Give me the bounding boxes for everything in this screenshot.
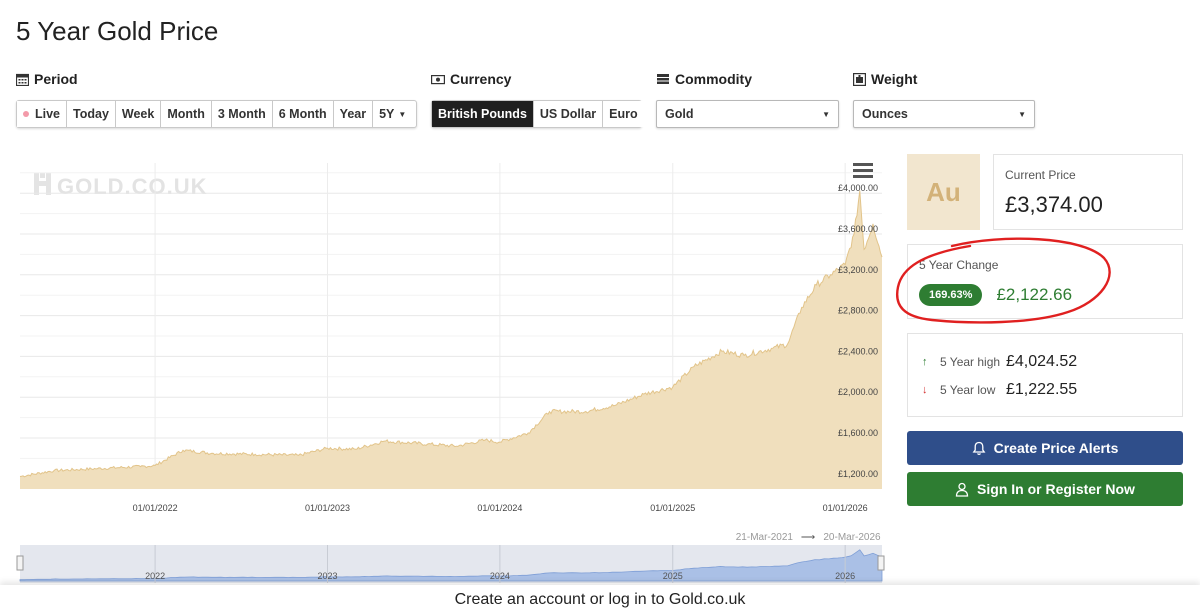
gold-logo-icon [34, 173, 51, 195]
create-price-alerts-button[interactable]: Create Price Alerts [907, 431, 1183, 465]
price-chart[interactable]: GOLD.CO.UK £1,200.00 £1,600.00 £2,000.00 £2… [16, 153, 892, 585]
range-end-label: 20-Mar-2026 [823, 532, 881, 543]
change-label: 5 Year Change [919, 258, 999, 272]
page-title: 5 Year Gold Price [16, 16, 219, 46]
range-navigator[interactable]: 2022 2023 2024 2025 2026 [16, 545, 885, 583]
weight-label: Weight [853, 71, 917, 87]
change-percent-badge: 169.63% [919, 284, 983, 306]
arrow-up-icon: ↑ [922, 356, 928, 368]
live-dot-icon [23, 111, 29, 117]
x-tick-label: 01/01/2025 [650, 503, 695, 513]
low-label: 5 Year low [940, 383, 996, 397]
navigator-left-handle[interactable] [16, 555, 24, 571]
caret-down-icon: ▼ [398, 109, 407, 119]
period-label: Period [16, 71, 78, 87]
high-value: £4,024.52 [1006, 353, 1078, 370]
y-tick-label: £4,000.00 [838, 183, 878, 193]
scale-icon [853, 72, 866, 86]
period-today-button[interactable]: Today [67, 101, 116, 127]
period-3month-button[interactable]: 3 Month [211, 101, 273, 127]
period-6month-button[interactable]: 6 Month [272, 101, 334, 127]
sign-in-register-button[interactable]: Sign In or Register Now [907, 472, 1183, 506]
currency-label: Currency [431, 71, 511, 87]
caret-down-icon: ▼ [1018, 109, 1026, 119]
low-value: £1,222.55 [1006, 381, 1078, 398]
navigator-series [19, 549, 883, 582]
y-axis-labels: £1,200.00 £1,600.00 £2,000.00 £2,400.00 £2,8… [838, 183, 878, 479]
current-price-value: £3,374.00 [1005, 192, 1103, 217]
navigator-year-label: 2024 [490, 571, 510, 581]
user-icon [955, 482, 969, 497]
high-low-card: ↑ 5 Year high £4,024.52 ↓ 5 Year low £1,… [907, 333, 1183, 417]
navigator-year-labels: 2022 2023 2024 2025 2026 [145, 545, 855, 583]
x-tick-label: 01/01/2024 [477, 503, 522, 513]
highlight-circle-annotation [895, 237, 1111, 324]
y-tick-label: £1,600.00 [838, 428, 878, 438]
price-chart-svg: GOLD.CO.UK £1,200.00 £1,600.00 £2,000.00 £2… [16, 163, 885, 583]
five-year-change-card: 5 Year Change 169.63% £2,122.66 [907, 244, 1183, 319]
calendar-icon [16, 73, 29, 86]
banknote-icon [431, 74, 445, 84]
chart-menu-icon[interactable] [853, 163, 873, 178]
y-tick-label: £1,200.00 [838, 469, 878, 479]
price-area [20, 190, 882, 489]
period-5y-dropdown[interactable]: 5Y ▼ [373, 101, 413, 127]
high-label: 5 Year high [940, 355, 1001, 369]
gold-co-uk-watermark: GOLD.CO.UK [34, 173, 208, 199]
weight-select[interactable]: Ounces ▼ [853, 100, 1035, 128]
period-button-group: Live Today Week Month 3 Month 6 Month Ye… [16, 100, 417, 128]
period-live-button[interactable]: Live [17, 101, 68, 127]
currency-gbp-button[interactable]: British Pounds [432, 101, 534, 127]
navigator-right-handle[interactable] [877, 555, 885, 571]
price-line [19, 190, 883, 478]
y-tick-label: £2,000.00 [838, 387, 878, 397]
bell-icon [972, 441, 986, 455]
range-start-label: 21-Mar-2021 [736, 532, 794, 543]
y-tick-label: £3,600.00 [838, 224, 878, 234]
currency-usd-button[interactable]: US Dollar [533, 101, 604, 127]
gold-bars-icon [657, 74, 669, 84]
navigator-year-label: 2022 [145, 571, 165, 581]
currency-eur-button[interactable]: Euro [603, 101, 644, 127]
y-tick-label: £3,200.00 [838, 265, 878, 275]
account-prompt-bar[interactable]: Create an account or log in to Gold.co.u… [0, 585, 1200, 615]
period-year-button[interactable]: Year [333, 101, 374, 127]
period-month-button[interactable]: Month [161, 101, 212, 127]
navigator-year-label: 2023 [317, 571, 337, 581]
y-tick-label: £2,400.00 [838, 346, 878, 356]
commodity-select[interactable]: Gold ▼ [656, 100, 839, 128]
navigator-year-label: 2026 [835, 571, 855, 581]
x-tick-label: 01/01/2023 [305, 503, 350, 513]
x-tick-label: 01/01/2026 [823, 503, 868, 513]
watermark-text: GOLD.CO.UK [57, 174, 208, 199]
range-arrow-icon: ⟶ [801, 532, 815, 543]
gold-symbol-tile: Au [907, 154, 980, 230]
caret-down-icon: ▼ [822, 109, 830, 119]
commodity-label: Commodity [656, 71, 752, 87]
navigator-year-label: 2025 [663, 571, 683, 581]
change-amount: £2,122.66 [996, 285, 1073, 304]
current-price-card: Current Price £3,374.00 [993, 154, 1183, 230]
x-axis-labels: 01/01/2022 01/01/2023 01/01/2024 01/01/2025… [133, 503, 868, 513]
x-tick-label: 01/01/2022 [133, 503, 178, 513]
y-tick-label: £2,800.00 [838, 306, 878, 316]
period-week-button[interactable]: Week [115, 101, 162, 127]
arrow-down-icon: ↓ [922, 384, 928, 396]
currency-button-group: British Pounds US Dollar Euro [431, 100, 644, 128]
current-price-label: Current Price [1005, 168, 1076, 182]
